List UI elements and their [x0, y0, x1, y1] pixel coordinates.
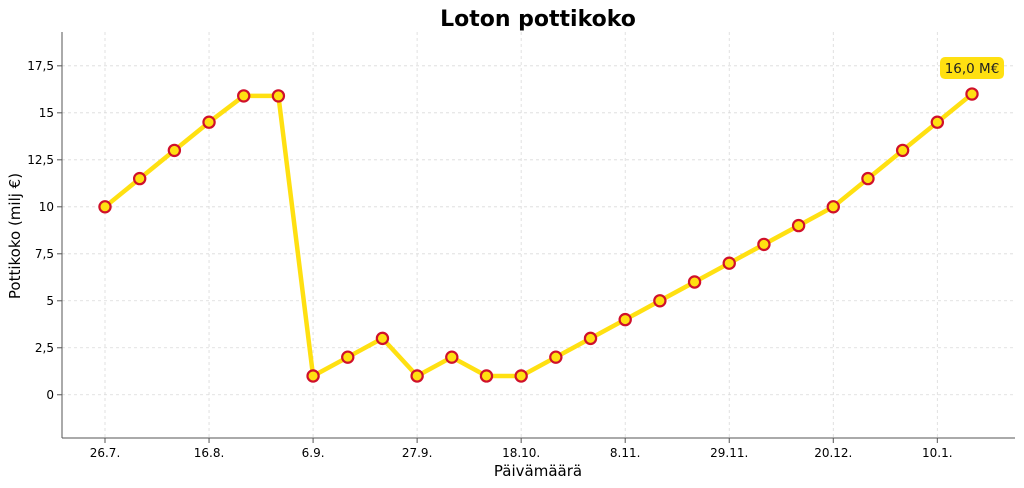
- data-point: [861, 171, 875, 186]
- data-points: [98, 87, 979, 383]
- data-point: [722, 256, 736, 270]
- x-tick-label: 29.11.: [710, 446, 748, 460]
- annotation-label: 16,0 M€: [945, 61, 1000, 77]
- data-point: [237, 89, 251, 103]
- data-point: [653, 294, 667, 308]
- series-pottikoko: [102, 91, 975, 379]
- data-point: [618, 312, 632, 327]
- data-point: [826, 200, 840, 214]
- y-tick-label: 7,5: [35, 247, 54, 261]
- data-point: [549, 350, 563, 364]
- x-tick-label: 20.12.: [814, 446, 852, 460]
- axes: [61, 32, 1015, 439]
- series-line: [102, 91, 975, 379]
- x-tick-label: 6.9.: [302, 446, 325, 460]
- data-point: [202, 115, 216, 129]
- y-tick-label: 10: [39, 200, 54, 214]
- annotation: 16,0 M€: [940, 57, 1004, 80]
- data-point: [98, 200, 112, 214]
- y-axis-label: Pottikoko (milj €): [6, 173, 24, 299]
- data-point: [341, 350, 355, 364]
- x-tick-label: 27.9.: [402, 446, 433, 460]
- data-point: [445, 350, 459, 364]
- data-point: [965, 87, 979, 101]
- grid: [62, 32, 1015, 438]
- y-tick-label: 2,5: [35, 341, 54, 355]
- y-tick-label: 17,5: [27, 59, 54, 73]
- data-point: [791, 218, 806, 233]
- data-point: [687, 275, 702, 289]
- y-tick-label: 15: [39, 106, 54, 120]
- y-axis-ticks: 0 2,5 5 7,5 10 12,5 15 17,5: [27, 59, 62, 402]
- x-tick-label: 10.1.: [922, 446, 953, 460]
- data-point: [757, 237, 771, 252]
- data-point: [375, 331, 390, 346]
- data-point: [583, 331, 598, 346]
- data-point: [410, 369, 424, 383]
- y-tick-label: 5: [46, 294, 54, 308]
- annotation-box: [940, 57, 1004, 80]
- x-axis-ticks: 26.7. 16.8. 6.9. 27.9. 18.10. 8.11. 29.11. 20.1…: [90, 438, 953, 460]
- x-tick-label: 16.8.: [194, 446, 225, 460]
- y-tick-label: 12,5: [27, 153, 54, 167]
- x-tick-label: 26.7.: [90, 446, 121, 460]
- x-tick-label: 18.10.: [502, 446, 540, 460]
- data-point: [167, 143, 182, 158]
- y-tick-label: 0: [46, 388, 54, 402]
- data-point: [895, 143, 910, 158]
- data-point: [132, 171, 147, 186]
- x-tick-label: 8.11.: [610, 446, 641, 460]
- x-axis-label: Päivämäärä: [494, 462, 582, 480]
- data-point: [306, 369, 320, 383]
- data-point: [271, 89, 286, 103]
- data-point: [514, 369, 528, 383]
- chart-title: Loton pottikoko: [440, 7, 636, 32]
- data-point: [930, 115, 945, 129]
- data-point: [479, 369, 494, 383]
